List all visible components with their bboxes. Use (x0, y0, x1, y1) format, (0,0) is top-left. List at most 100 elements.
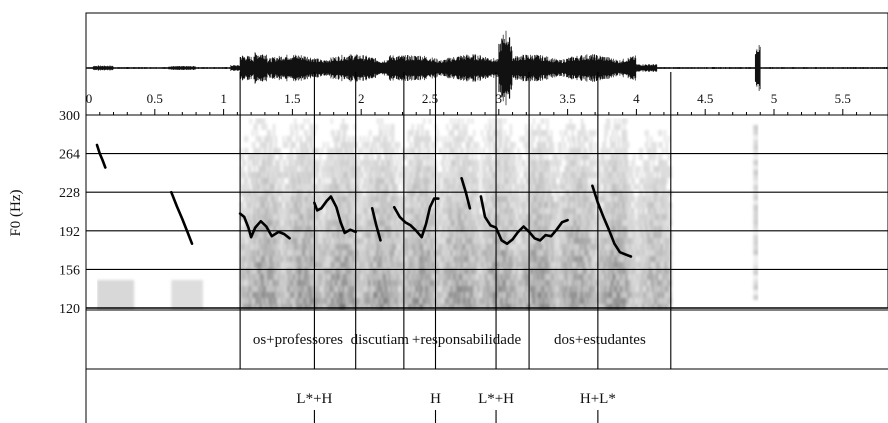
spectrogram-cell (388, 232, 391, 238)
spectrogram-cell (521, 262, 524, 268)
spectrogram-cell (444, 172, 447, 178)
spectrogram-cell (373, 304, 376, 310)
spectrogram-cell (558, 292, 561, 298)
spectrogram-cell (338, 136, 341, 142)
spectrogram-cell (265, 160, 268, 166)
spectrogram-cell (394, 226, 397, 232)
spectrogram-cell (421, 130, 424, 136)
spectrogram-cell (373, 286, 376, 292)
spectrogram-cell (280, 226, 283, 232)
spectrogram-cell (509, 154, 512, 160)
spectrogram-cell (427, 184, 430, 190)
spectrogram-cell (363, 286, 366, 292)
spectrogram-cell (517, 208, 520, 214)
spectrogram-cell (531, 226, 534, 232)
spectrogram-cell (488, 304, 491, 310)
spectrogram-cell (534, 274, 538, 280)
spectrogram-cell (415, 214, 418, 220)
spectrogram-cell (527, 130, 530, 136)
spectrogram-cell (550, 202, 553, 208)
spectrogram-cell (459, 286, 462, 292)
time-tick-label: 1.5 (284, 91, 300, 106)
spectrogram-cell (548, 244, 551, 250)
spectrogram-cell (469, 274, 472, 280)
spectrogram-cell (305, 136, 308, 142)
spectrogram-cell (321, 238, 324, 244)
spectrogram-cell (544, 238, 547, 244)
spectrogram-cell (502, 220, 505, 226)
spectrogram-cell (448, 136, 451, 142)
spectrogram-cell (569, 202, 572, 208)
spectrogram-cell (565, 124, 568, 130)
spectrogram-cell (563, 172, 566, 178)
spectrogram-cell (340, 268, 343, 274)
spectrogram-cell (332, 214, 335, 220)
spectrogram-cell (504, 226, 507, 232)
spectrogram-cell (261, 244, 264, 250)
spectrogram-cell (330, 232, 333, 238)
spectrogram-cell (432, 274, 435, 280)
spectrogram-cell (538, 124, 541, 130)
spectrogram-cell (554, 220, 557, 226)
spectrogram-cell (340, 142, 343, 148)
spectrogram-cell (471, 166, 474, 172)
spectrogram-cell (270, 202, 274, 208)
spectrogram-cell (400, 280, 403, 286)
spectrogram-cell (523, 238, 526, 244)
spectrogram-cell (509, 232, 512, 238)
spectrogram-cell (506, 184, 509, 190)
spectrogram-cell (436, 304, 439, 310)
spectrogram-cell (294, 178, 297, 184)
spectrogram-cell (315, 124, 318, 130)
spectrogram-cell (409, 208, 412, 214)
spectrogram-cell (294, 190, 297, 196)
spectrogram-cell (301, 190, 304, 196)
spectrogram-cell (257, 118, 260, 124)
spectrogram-cell (511, 142, 514, 148)
spectrogram-cell (471, 232, 474, 238)
spectrogram-cell (500, 292, 503, 298)
spectrogram-cell (407, 262, 410, 268)
spectrogram-cell (326, 142, 329, 148)
spectrogram-cell (563, 184, 566, 190)
spectrogram-cell (274, 148, 277, 154)
spectrogram-cell (546, 304, 549, 310)
spectrogram-cell (496, 280, 499, 286)
spectrogram-cell (259, 184, 262, 190)
spectrogram-cell (507, 160, 511, 166)
spectrogram-cell (561, 178, 564, 184)
spectrogram-cell (502, 160, 505, 166)
spectrogram-cell (427, 190, 430, 196)
spectrogram-cell (567, 268, 570, 274)
spectrogram-cell (504, 292, 507, 298)
spectrogram-cell (415, 202, 418, 208)
spectrogram-cell (498, 298, 501, 304)
spectrogram-cell (517, 190, 520, 196)
spectrogram-cell (307, 262, 310, 268)
spectrogram-cell (436, 190, 439, 196)
spectrogram-cell (496, 238, 499, 244)
spectrogram-cell (282, 304, 285, 310)
spectrogram-cell (249, 202, 252, 208)
spectrogram-cell (482, 286, 485, 292)
spectrogram-cell (390, 208, 393, 214)
spectrogram-cell (527, 154, 530, 160)
spectrogram-cell (534, 166, 538, 172)
spectrogram-cell (444, 280, 447, 286)
spectrogram-cell (559, 298, 563, 304)
spectrogram-cell (305, 268, 308, 274)
spectrogram-cell (480, 190, 484, 196)
spectrogram-cell (548, 256, 551, 262)
spectrogram-cell (330, 220, 333, 226)
spectrogram-cell (384, 196, 387, 202)
spectrogram-cell (284, 274, 287, 280)
spectrogram-cell (558, 142, 561, 148)
spectrogram-cell (290, 214, 293, 220)
spectrogram-cell (328, 304, 331, 310)
spectrogram-cell (321, 220, 324, 226)
spectrogram-cell (334, 256, 337, 262)
spectrogram-cell (251, 154, 254, 160)
spectrogram-cell (446, 184, 449, 190)
spectrogram-cell (577, 244, 580, 250)
spectrogram-cell (249, 250, 252, 256)
